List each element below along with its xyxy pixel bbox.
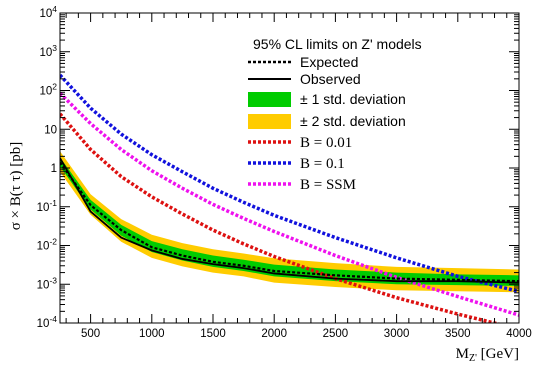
x-tick-label: 3500 (445, 328, 471, 340)
x-axis-title-unit: [GeV] (477, 346, 519, 362)
y-tick-label: 10-1 (37, 198, 58, 214)
x-tick-label: 1000 (139, 328, 165, 340)
legend-label-band2: ± 2 std. deviation (300, 113, 406, 129)
legend-label-observed: Observed (300, 71, 361, 87)
y-tick-label: 10-3 (37, 275, 58, 291)
x-axis-title: MZ' [GeV] (456, 346, 519, 364)
legend-swatch-band1 (248, 92, 291, 107)
legend-swatch-band2 (248, 114, 291, 129)
series-ssm-line (60, 91, 519, 317)
y-tick-label: 10 (44, 124, 57, 136)
legend-label-expected: Expected (300, 54, 358, 70)
legend-label-b001: B = 0.01 (300, 135, 352, 151)
y-tick-label: 10-2 (37, 237, 58, 253)
legend-label-ssm: B = SSM (300, 177, 356, 193)
legend-label-band1: ± 1 std. deviation (300, 91, 406, 107)
x-tick-label: 2000 (261, 328, 287, 340)
series-expected-line (60, 161, 519, 283)
legend-title: 95% CL limits on Z' models (253, 36, 422, 52)
x-tick-label: 3000 (384, 328, 410, 340)
x-axis-title-sub: Z' (469, 353, 477, 364)
x-axis-title-main: M (456, 346, 469, 362)
plot-layer (60, 73, 519, 323)
x-tick-label: 4000 (506, 328, 532, 340)
y-axis-title: σ × B(τ τ) [pb] (8, 142, 24, 231)
y-tick-label: 10-4 (37, 314, 58, 330)
series-observed-line (60, 157, 519, 284)
x-tick-label: 2500 (323, 328, 349, 340)
y-tick-label: 103 (39, 43, 57, 59)
legend: 95% CL limits on Z' models Expected Obse… (248, 36, 422, 193)
series-b001-line (60, 112, 502, 323)
y-tick-label: 102 (39, 82, 57, 98)
x-tick-label: 500 (81, 328, 100, 340)
x-tick-label: 1500 (200, 328, 226, 340)
y-tick-label: 104 (39, 4, 57, 20)
legend-label-b01: B = 0.1 (300, 156, 345, 172)
axes-layer: 500 1000 1500 2000 2500 3000 3500 4000 10-4 10-3 1… (37, 4, 532, 340)
y-tick-label: 1 (51, 163, 57, 175)
